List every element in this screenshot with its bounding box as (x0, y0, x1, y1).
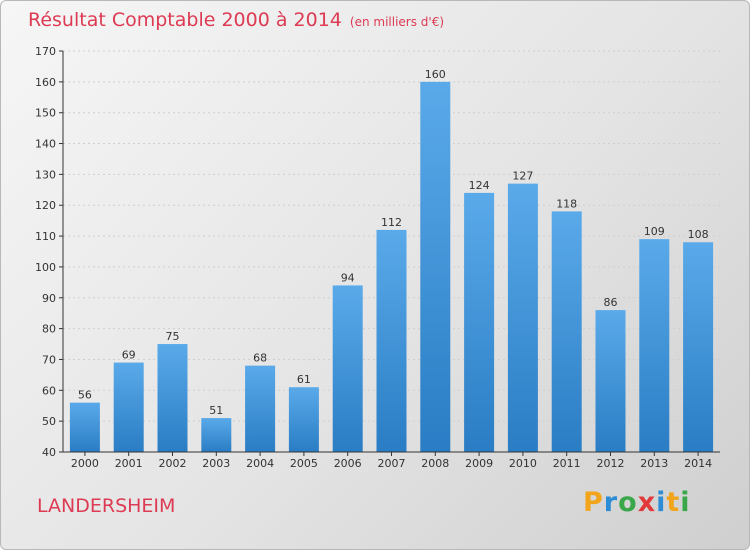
bar-2011 (551, 211, 582, 452)
bars (69, 81, 714, 452)
proxiti-logo: Proxiti (583, 487, 691, 518)
y-tick-label: 40 (42, 446, 56, 459)
x-tick-label: 2007 (378, 457, 406, 470)
bar-2012 (595, 310, 626, 452)
data-label: 160 (425, 68, 446, 81)
bar-2000 (69, 402, 100, 452)
x-tick-label: 2012 (597, 457, 625, 470)
bar-2005 (288, 387, 319, 452)
data-label: 118 (556, 197, 577, 210)
data-label: 68 (253, 352, 267, 365)
title-main: Résultat Comptable 2000 à 2014 (28, 9, 342, 31)
bar-2009 (464, 192, 495, 452)
data-label: 94 (341, 271, 355, 284)
y-tick-label: 100 (35, 261, 56, 274)
y-tick-label: 130 (35, 168, 56, 181)
y-tick-label: 80 (42, 323, 56, 336)
data-label: 124 (469, 179, 490, 192)
y-tick-label: 110 (35, 230, 56, 243)
y-tick-label: 160 (35, 76, 56, 89)
data-label: 108 (688, 228, 709, 241)
bar-2002 (157, 344, 188, 452)
x-tick-label: 2014 (684, 457, 712, 470)
logo-letter: o (618, 487, 638, 518)
y-tick-label: 120 (35, 199, 56, 212)
data-label: 109 (644, 225, 665, 238)
data-label: 86 (604, 296, 618, 309)
x-tick-label: 2006 (334, 457, 362, 470)
x-tick-label: 2001 (115, 457, 143, 470)
data-label: 69 (122, 349, 136, 362)
bar-2014 (683, 242, 714, 452)
logo-letter: i (680, 487, 691, 518)
x-tick-label: 2004 (246, 457, 274, 470)
title-subtitle: (en milliers d'€) (349, 15, 445, 29)
x-tick-label: 2011 (553, 457, 581, 470)
data-label: 75 (166, 330, 180, 343)
data-label: 56 (78, 389, 92, 402)
logo-letter: t (666, 487, 681, 518)
axes (59, 50, 720, 456)
x-tick-label: 2009 (465, 457, 493, 470)
bar-2007 (376, 229, 407, 452)
y-tick-label: 60 (42, 384, 56, 397)
bar-2006 (332, 285, 363, 452)
bar-2004 (245, 365, 276, 452)
y-tick-label: 140 (35, 138, 56, 151)
x-tick-label: 2005 (290, 457, 318, 470)
bar-2013 (639, 239, 670, 452)
bar-2008 (420, 81, 451, 452)
bar-2001 (113, 362, 144, 452)
y-tick-label: 150 (35, 107, 56, 120)
logo-letter: P (583, 487, 604, 518)
data-label: 61 (297, 373, 311, 386)
x-tick-label: 2008 (421, 457, 449, 470)
logo-letter: r (603, 487, 619, 518)
x-tick-label: 2002 (159, 457, 187, 470)
x-tick-label: 2013 (640, 457, 668, 470)
bar-2010 (507, 183, 538, 452)
data-label: 127 (512, 170, 533, 183)
data-labels: 56 69 75 51 68 61 94 112 160 124 127 118 86 109 108 (78, 68, 709, 417)
data-label: 112 (381, 216, 402, 229)
x-tick-labels: 2000 2001 2002 2003 2004 2005 2006 2007 2008 2009… (71, 457, 712, 470)
y-tick-labels: 40 50 60 70 80 90 100 110 120 130 140 150 160 170 (35, 45, 56, 459)
logo-letter: i (656, 487, 667, 518)
commune-name: LANDERSHEIM (37, 495, 176, 517)
x-tick-label: 2003 (202, 457, 230, 470)
y-tick-label: 170 (35, 45, 56, 58)
x-tick-label: 2010 (509, 457, 537, 470)
x-tick-label: 2000 (71, 457, 99, 470)
y-tick-label: 50 (42, 415, 56, 428)
logo-letter: x (637, 487, 657, 518)
y-tick-label: 70 (42, 353, 56, 366)
y-tick-label: 90 (42, 292, 56, 305)
data-label: 51 (209, 404, 223, 417)
chart-title: Résultat Comptable 2000 à 2014 (en millie… (28, 9, 444, 31)
bar-2003 (201, 418, 232, 452)
